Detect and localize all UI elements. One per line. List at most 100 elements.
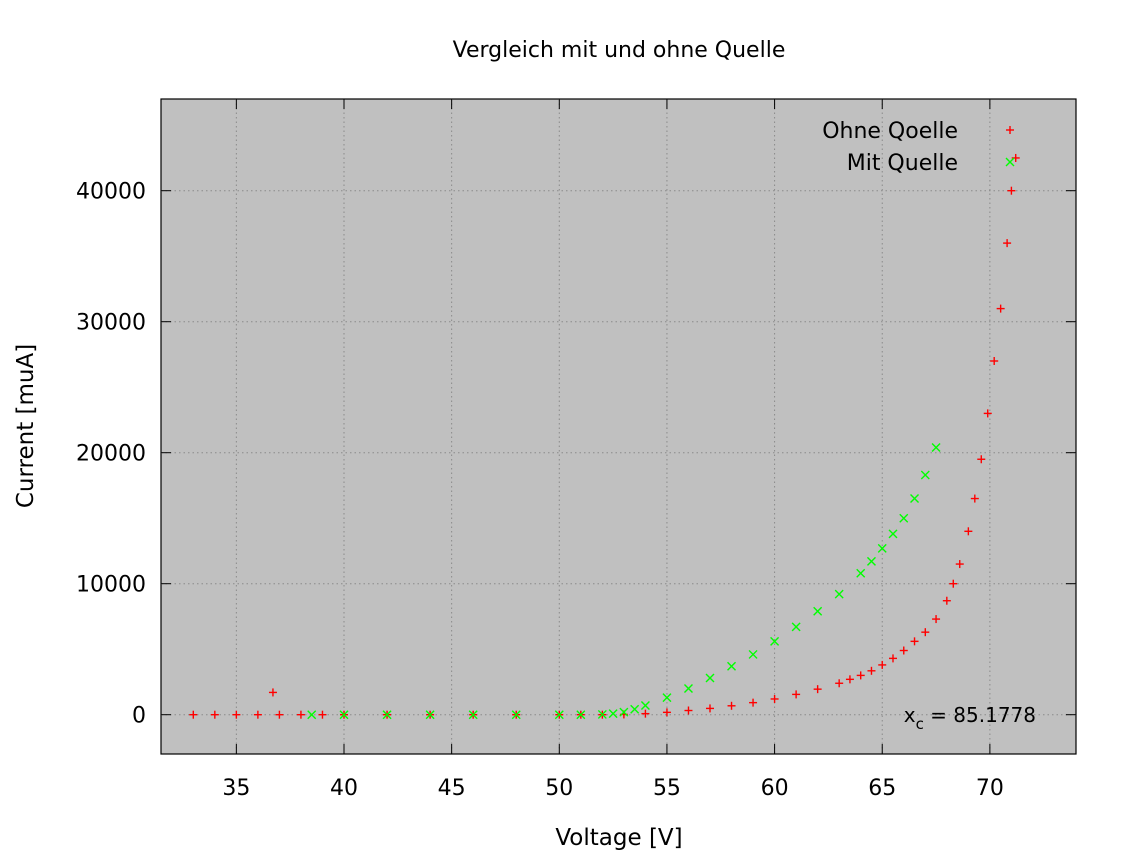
data-point bbox=[983, 409, 992, 418]
data-point bbox=[640, 701, 650, 711]
data-point bbox=[970, 494, 979, 503]
data-point bbox=[296, 710, 305, 719]
data-point bbox=[932, 615, 941, 624]
data-point bbox=[813, 685, 822, 694]
data-point bbox=[899, 646, 908, 655]
data-point bbox=[662, 693, 672, 703]
xc-annotation: xc = 85.1778 bbox=[904, 703, 1036, 733]
data-point bbox=[834, 589, 844, 599]
data-point bbox=[511, 710, 521, 720]
data-point bbox=[888, 529, 898, 539]
data-point bbox=[189, 710, 198, 719]
data-point bbox=[977, 455, 986, 464]
legend-label: Ohne Qoelle bbox=[822, 119, 958, 144]
x-tick-label: 35 bbox=[222, 776, 250, 801]
data-point bbox=[845, 675, 854, 684]
data-point bbox=[866, 556, 876, 566]
data-point bbox=[232, 710, 241, 719]
x-tick-label: 40 bbox=[330, 776, 358, 801]
data-point bbox=[253, 710, 262, 719]
legend-marker bbox=[1005, 157, 1015, 167]
data-point bbox=[382, 710, 392, 720]
data-point bbox=[990, 357, 999, 365]
data-point bbox=[878, 660, 887, 669]
data-point bbox=[619, 707, 629, 717]
data-point bbox=[910, 494, 920, 504]
data-point bbox=[683, 684, 693, 693]
x-tick-label: 70 bbox=[976, 776, 1004, 801]
data-point bbox=[920, 470, 930, 480]
x-tick-label: 65 bbox=[868, 776, 896, 801]
y-tick-label: 10000 bbox=[76, 573, 146, 598]
data-point bbox=[662, 708, 671, 717]
y-tick-label: 0 bbox=[132, 704, 146, 729]
data-point bbox=[835, 679, 844, 688]
data-point bbox=[425, 710, 435, 720]
x-axis-label: Voltage [V] bbox=[555, 825, 682, 851]
legend: Ohne Qoelle Mit Quelle bbox=[822, 119, 1015, 176]
data-point bbox=[727, 701, 736, 710]
data-point bbox=[1011, 153, 1020, 162]
data-point bbox=[964, 527, 973, 536]
data-point bbox=[942, 596, 951, 605]
data-point bbox=[748, 649, 758, 659]
y-tick-label: 30000 bbox=[76, 311, 146, 336]
x-tick-label: 60 bbox=[761, 776, 789, 801]
xc-annotation-value: = 85.1778 bbox=[924, 703, 1036, 727]
data-point bbox=[684, 706, 693, 715]
x-tick-label: 55 bbox=[653, 776, 681, 801]
data-point bbox=[608, 709, 618, 719]
data-point bbox=[813, 606, 823, 616]
data-point bbox=[910, 637, 919, 646]
data-point bbox=[275, 710, 284, 719]
xc-annotation-base: x bbox=[904, 703, 916, 727]
data-point bbox=[630, 704, 640, 714]
data-points bbox=[189, 153, 1020, 720]
data-point bbox=[749, 698, 758, 707]
data-point bbox=[268, 688, 277, 697]
x-tick-label: 45 bbox=[438, 776, 466, 801]
y-tick-label: 40000 bbox=[76, 180, 146, 205]
data-point bbox=[955, 560, 964, 569]
data-point bbox=[318, 710, 327, 719]
data-point bbox=[210, 710, 219, 719]
data-point bbox=[554, 710, 564, 720]
data-point bbox=[996, 304, 1005, 313]
data-point bbox=[867, 666, 876, 675]
y-axis-label: Current [muA] bbox=[13, 344, 39, 508]
data-point bbox=[468, 710, 478, 720]
data-point bbox=[792, 690, 801, 699]
data-point bbox=[339, 710, 349, 720]
data-point bbox=[307, 710, 317, 720]
data-point bbox=[949, 579, 958, 588]
y-tick-label: 20000 bbox=[76, 442, 146, 467]
legend-marker bbox=[1006, 126, 1014, 134]
data-point bbox=[889, 654, 897, 663]
data-point bbox=[931, 442, 941, 452]
data-point bbox=[770, 636, 780, 646]
grid bbox=[161, 99, 1076, 754]
x-tick-label: 50 bbox=[545, 776, 573, 801]
data-point bbox=[877, 543, 887, 553]
tick-labels: 35 40 45 50 55 60 65 70 0 10000 20000 30000 40000 bbox=[76, 180, 1004, 801]
data-point bbox=[791, 622, 801, 632]
data-point bbox=[641, 709, 650, 718]
data-point bbox=[1003, 239, 1012, 248]
data-point bbox=[727, 661, 737, 671]
series-mit-quelle bbox=[307, 442, 941, 720]
chart-title: Vergleich mit und ohne Quelle bbox=[453, 38, 786, 63]
data-point bbox=[856, 568, 866, 578]
axis-ticks bbox=[161, 99, 1076, 754]
data-point bbox=[770, 694, 779, 703]
plot-area bbox=[160, 98, 1077, 755]
data-point bbox=[921, 628, 930, 637]
legend-label: Mit Quelle bbox=[847, 151, 958, 176]
data-point bbox=[576, 710, 586, 720]
data-point bbox=[856, 671, 865, 680]
data-point bbox=[1007, 186, 1016, 195]
data-point bbox=[597, 709, 607, 719]
data-point bbox=[705, 673, 715, 683]
data-point bbox=[706, 704, 714, 713]
series-ohne-qoelle bbox=[189, 153, 1020, 719]
